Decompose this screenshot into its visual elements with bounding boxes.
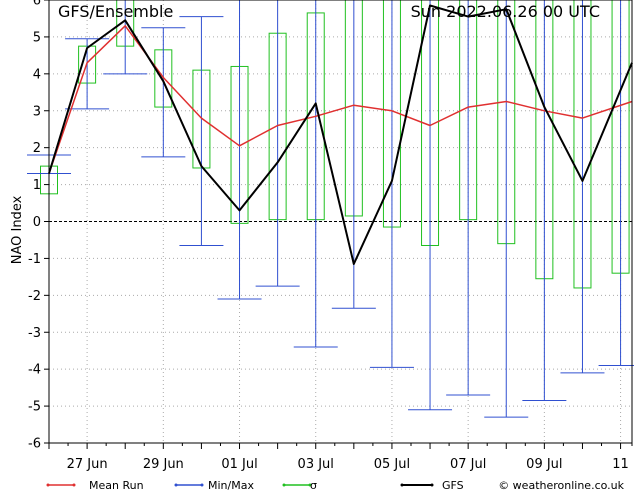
legend-dot xyxy=(72,483,76,487)
x-tick-label: 27 Jun xyxy=(67,457,108,472)
x-tick-label: 01 Jul xyxy=(221,457,257,472)
y-tick-label: 4 xyxy=(33,67,41,82)
chart-title: GFS/Ensemble xyxy=(58,2,173,21)
legend-dot xyxy=(308,483,312,487)
legend-dot xyxy=(200,483,204,487)
legend-dot xyxy=(282,483,286,487)
x-tick-label: 03 Jul xyxy=(298,457,334,472)
legend-dot xyxy=(46,483,50,487)
y-tick-label: 5 xyxy=(33,30,41,45)
legend-dot xyxy=(430,483,434,487)
legend-dot xyxy=(174,483,178,487)
legend-label: Mean Run xyxy=(89,479,144,490)
y-tick-label: -5 xyxy=(28,400,41,415)
legend-label: GFS xyxy=(442,479,464,490)
minmax-whiskers xyxy=(27,0,634,418)
plot-frame xyxy=(48,0,633,444)
y-tick-label: 1 xyxy=(33,178,41,193)
y-tick-label: -6 xyxy=(28,437,41,452)
x-tick-label: 05 Jul xyxy=(374,457,410,472)
x-tick-label: 11 xyxy=(612,457,629,472)
legend: Mean Run Min/Max σ GFS xyxy=(46,479,464,490)
legend-label: σ xyxy=(310,479,317,490)
y-tick-label: 0 xyxy=(33,215,41,230)
y-tick-label: -3 xyxy=(28,326,41,341)
axes: -6 -5 -4 -3 -2 -1 0 1 2 3 4 5 6 27 Jun 29 Jun 01 Jul 03 … xyxy=(28,0,633,472)
x-tick-label: 29 Jun xyxy=(143,457,184,472)
gfs-line xyxy=(48,4,633,265)
legend-dot xyxy=(400,483,404,487)
x-tick-label: 09 Jul xyxy=(526,457,562,472)
y-tick-label: 2 xyxy=(33,141,41,156)
chart-subtitle-date: Sun 2022.06.26 00 UTC xyxy=(411,2,600,21)
y-tick-label: -2 xyxy=(28,289,41,304)
y-tick-label: -4 xyxy=(28,363,41,378)
series-lines xyxy=(48,4,633,265)
grid-layer xyxy=(49,0,632,443)
y-axis-label: NAO Index xyxy=(10,195,25,264)
y-tick-label: -1 xyxy=(28,252,41,267)
y-tick-label: 6 xyxy=(33,0,41,9)
x-tick-label: 07 Jul xyxy=(450,457,486,472)
sigma-boxes xyxy=(40,0,630,289)
credit-text: © weatheronline.co.uk xyxy=(498,479,624,490)
y-tick-label: 3 xyxy=(33,104,41,119)
legend-label: Min/Max xyxy=(208,479,254,490)
